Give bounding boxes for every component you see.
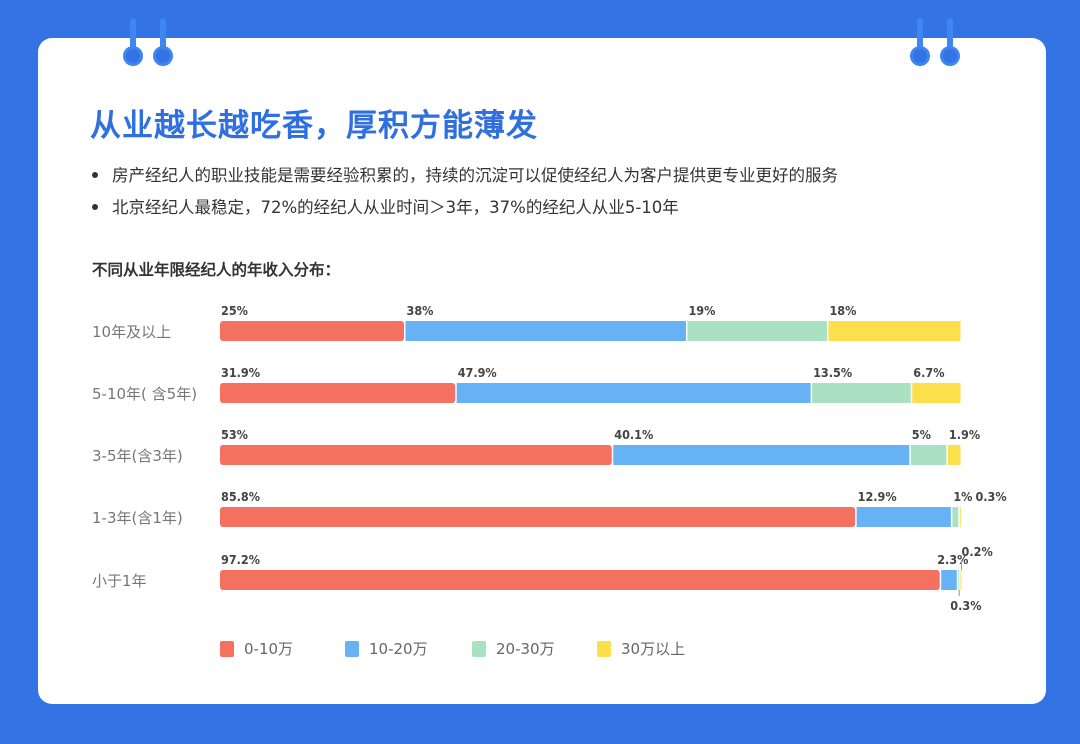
- data-label: 18%: [829, 303, 856, 318]
- bullet-icon: [92, 203, 98, 210]
- bar-segment: [910, 445, 947, 465]
- legend-label: 30万以上: [621, 640, 686, 658]
- data-label: 0.3%: [950, 598, 981, 613]
- bar-segment: [958, 570, 960, 590]
- legend-swatch: [345, 640, 359, 657]
- bullet-text: 北京经纪人最稳定，72%的经纪人从业时间＞3年，37%的经纪人从业5-10年: [112, 198, 679, 217]
- bar-segment: [960, 570, 962, 590]
- bar-segment: [941, 570, 957, 590]
- data-label: 2.3%: [937, 552, 968, 567]
- data-label: 19%: [688, 303, 715, 318]
- data-label: 0.3%: [975, 489, 1006, 504]
- bar-segment: [220, 321, 404, 341]
- chart-title: 不同从业年限经纪人的年收入分布：: [92, 261, 341, 279]
- data-label: 53%: [221, 427, 248, 442]
- binder-ring-icon: [152, 18, 174, 66]
- binder-ring-icon: [939, 18, 961, 66]
- bullet-icon: [92, 171, 98, 178]
- legend-swatch: [597, 640, 611, 657]
- category-label: 1-3年(含1年): [92, 509, 183, 527]
- legend-label: 10-20万: [369, 640, 428, 658]
- bar-segment: [912, 383, 961, 403]
- category-label: 3-5年(含3年): [92, 447, 183, 465]
- binder-ring-icon: [122, 18, 144, 66]
- data-label: 5%: [912, 427, 931, 442]
- data-label: 13.5%: [813, 365, 852, 380]
- data-label: 47.9%: [458, 365, 497, 380]
- binder-ring-icon: [909, 18, 931, 66]
- bar-segment: [812, 383, 911, 403]
- card: [38, 38, 1046, 704]
- bar-segment: [456, 383, 811, 403]
- data-label: 97.2%: [221, 552, 260, 567]
- data-label: 25%: [221, 303, 248, 318]
- bar-segment: [405, 321, 686, 341]
- bar-segment: [613, 445, 910, 465]
- bar-segment: [952, 507, 959, 527]
- data-label: 40.1%: [614, 427, 653, 442]
- legend-label: 20-30万: [496, 640, 555, 658]
- bar-segment: [220, 383, 456, 403]
- bar-segment: [220, 570, 940, 590]
- data-label: 85.8%: [221, 489, 260, 504]
- category-label: 小于1年: [92, 572, 147, 590]
- legend-label: 0-10万: [244, 640, 294, 658]
- legend-item: 0-10万: [220, 638, 293, 659]
- bar-segment: [959, 507, 961, 527]
- category-label: 10年及以上: [92, 323, 171, 341]
- data-label: 31.9%: [221, 365, 260, 380]
- bar-segment: [947, 445, 961, 465]
- bullet-item: 北京经纪人最稳定，72%的经纪人从业时间＞3年，37%的经纪人从业5-10年: [92, 194, 679, 218]
- bar-segment: [828, 321, 961, 341]
- bar-segment: [856, 507, 951, 527]
- bar-segment: [220, 445, 612, 465]
- category-label: 5-10年( 含5年): [92, 385, 197, 403]
- legend-swatch: [472, 640, 486, 657]
- data-label: 1%: [953, 489, 972, 504]
- legend-swatch: [220, 640, 234, 657]
- data-label: 1.9%: [949, 427, 980, 442]
- legend-item: 20-30万: [472, 638, 555, 659]
- legend-item: 30万以上: [597, 638, 685, 659]
- bar-segment: [687, 321, 827, 341]
- data-label: 38%: [407, 303, 434, 318]
- data-label: 6.7%: [913, 365, 944, 380]
- bar-segment: [220, 507, 856, 527]
- bullet-text: 房产经纪人的职业技能是需要经验积累的，持续的沉淀可以促使经纪人为客户提供更专业更…: [112, 166, 838, 185]
- bullet-item: 房产经纪人的职业技能是需要经验积累的，持续的沉淀可以促使经纪人为客户提供更专业更…: [92, 162, 838, 186]
- data-label: 12.9%: [858, 489, 897, 504]
- data-label: 0.2%: [962, 544, 993, 559]
- legend-item: 10-20万: [345, 638, 428, 659]
- page-title: 从业越长越吃香，厚积方能薄发: [90, 108, 538, 144]
